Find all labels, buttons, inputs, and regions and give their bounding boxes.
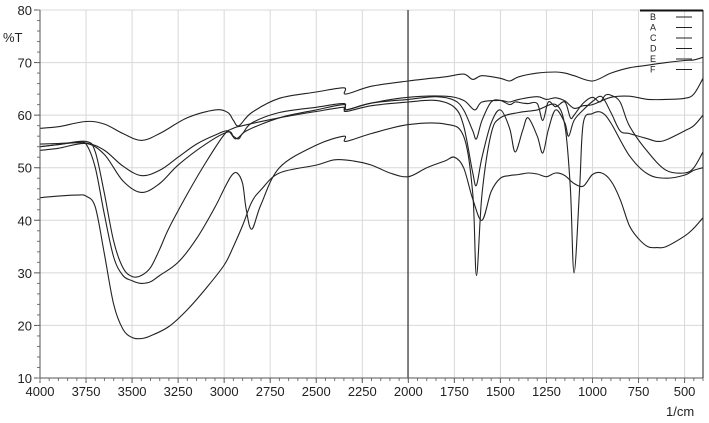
x-tick-label: 1500	[486, 384, 515, 399]
y-tick-label: 10	[18, 371, 32, 386]
x-axis-unit: 1/cm	[666, 404, 694, 419]
x-tick-label: 1000	[578, 384, 607, 399]
series-f-line	[39, 156, 704, 340]
series-b-line	[39, 78, 704, 177]
x-tick-label: 500	[674, 384, 696, 399]
y-tick-label: 30	[18, 266, 32, 281]
x-tick-label: 3750	[72, 384, 101, 399]
x-tick-label: 2000	[394, 384, 423, 399]
series-d-line	[39, 95, 704, 278]
series-e-line	[39, 103, 704, 284]
x-tick-label: 3250	[164, 384, 193, 399]
y-tick-label: 60	[18, 108, 32, 123]
legend-label-b: B	[650, 12, 656, 22]
legend-label-d: D	[650, 44, 657, 54]
x-tick-label: 750	[628, 384, 650, 399]
y-tick-label: 80	[18, 3, 32, 18]
y-axis-unit: %T	[3, 30, 23, 45]
legend-label-f: F	[650, 65, 656, 75]
x-tick-label: 2500	[302, 384, 331, 399]
y-tick-label: 50	[18, 161, 32, 176]
x-axis-ticks: 4000 3750 3500 3250 3000 2750 2500 2250 2000 1750…	[26, 378, 704, 399]
legend-label-c: C	[650, 33, 657, 43]
y-axis-ticks: 10 20 30 40 50 60 70 80	[18, 3, 40, 386]
x-tick-label: 1750	[440, 384, 469, 399]
grid-lines	[40, 9, 703, 378]
x-tick-label: 3000	[210, 384, 239, 399]
y-tick-label: 70	[18, 56, 32, 71]
legend-label-e: E	[650, 54, 656, 64]
spectrum-series	[39, 56, 704, 340]
y-tick-label: 20	[18, 318, 32, 333]
series-a-line	[39, 56, 704, 141]
x-tick-label: 3500	[118, 384, 147, 399]
x-tick-label: 2750	[256, 384, 285, 399]
series-c-line	[39, 93, 704, 193]
legend-label-a: A	[650, 23, 656, 33]
x-tick-label: 4000	[26, 384, 55, 399]
x-tick-label: 2250	[348, 384, 377, 399]
x-tick-label: 1250	[532, 384, 561, 399]
y-tick-label: 40	[18, 213, 32, 228]
